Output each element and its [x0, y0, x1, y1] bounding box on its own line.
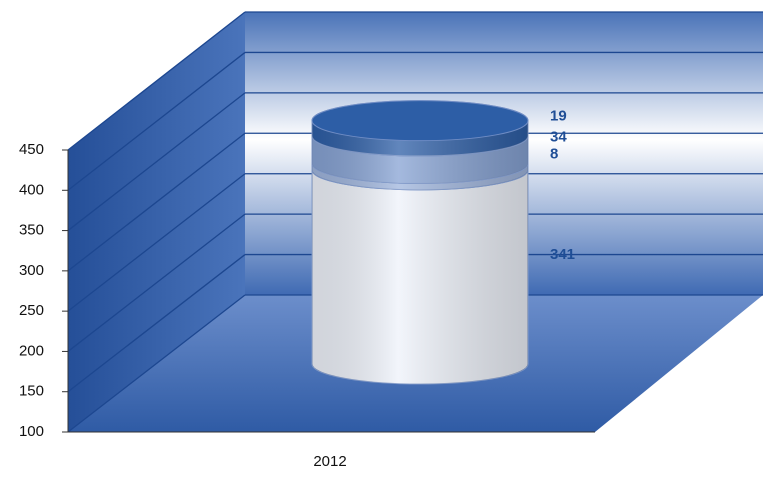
grid-line [67, 213, 246, 352]
cylinder-shade [312, 149, 528, 384]
grid-line [67, 92, 246, 232]
data-label: 8 [550, 146, 558, 163]
y-tick-label: 100 [19, 423, 44, 440]
grid-line [67, 294, 246, 433]
y-tick-label: 400 [19, 181, 44, 198]
grid-line [67, 254, 246, 393]
y-tick-label: 350 [19, 222, 44, 239]
y-tick-label: 250 [19, 302, 44, 319]
grid-line [67, 173, 246, 312]
y-tick-label: 300 [19, 262, 44, 279]
x-tick-label: 2012 [313, 453, 346, 470]
y-tick-label: 150 [19, 383, 44, 400]
grid-line [67, 132, 246, 272]
left-wall [68, 12, 245, 432]
grid-line [67, 51, 246, 191]
data-label: 19 [550, 107, 567, 124]
y-tick-label: 450 [19, 141, 44, 158]
data-label: 341 [550, 246, 575, 263]
cylinder-cap [311, 100, 529, 142]
grid-line [67, 11, 246, 151]
y-tick-label: 200 [19, 342, 44, 359]
data-label: 34 [550, 129, 567, 146]
cylinder [311, 100, 529, 385]
